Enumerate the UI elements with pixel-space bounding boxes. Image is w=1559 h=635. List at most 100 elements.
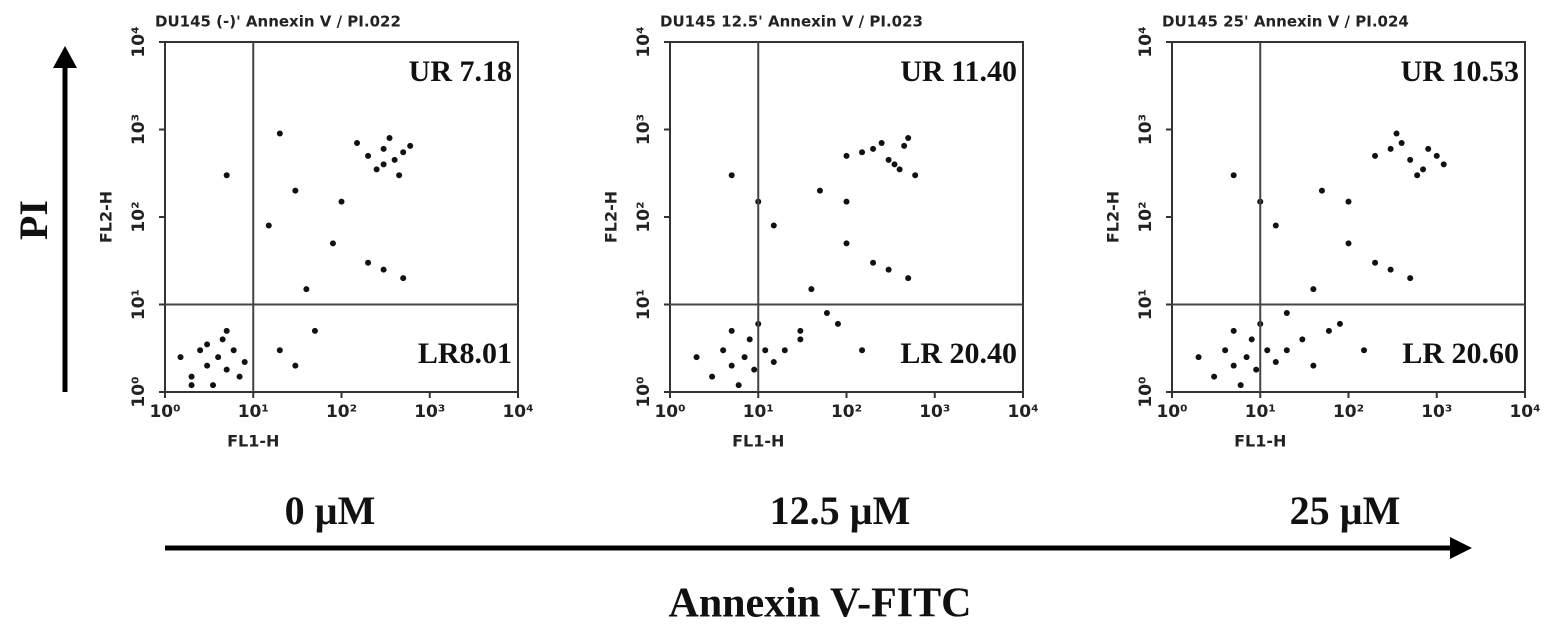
panel-title: DU145 25' Annexin V / PI.024 (1162, 13, 1409, 31)
event-dot (728, 172, 735, 179)
quadrant-label: UR 11.40 (900, 55, 1017, 88)
figure-y-label: PI (11, 200, 56, 240)
event-dot (292, 187, 299, 194)
event-dot (878, 140, 885, 147)
x-tick-label: 10⁰ (654, 402, 685, 422)
x-axis-label: FL1-H (1234, 432, 1286, 451)
event-dot (223, 366, 230, 373)
y-tick-label: 10² (129, 201, 149, 232)
x-axis-label: FL1-H (227, 432, 279, 451)
event-dot (823, 309, 830, 316)
x-tick-label: 10¹ (743, 402, 774, 422)
event-dot (204, 341, 211, 348)
y-tick-label: 10² (634, 201, 654, 232)
event-dot (735, 382, 742, 389)
quadrant-label: LR8.01 (418, 337, 512, 370)
event-dot (1272, 359, 1279, 366)
event-dot (210, 382, 217, 389)
event-dot (1387, 266, 1394, 273)
event-dot (311, 327, 318, 334)
event-dot (1425, 145, 1432, 152)
x-tick-label: 10⁴ (502, 402, 533, 422)
panel-title: DU145 (-)' Annexin V / PI.022 (155, 13, 401, 31)
event-dot (223, 172, 230, 179)
event-dot (885, 266, 892, 273)
x-tick-label: 10⁴ (1007, 402, 1038, 422)
y-tick-label: 10³ (129, 114, 149, 145)
x-tick-label: 10¹ (238, 402, 269, 422)
event-dot (1211, 373, 1218, 380)
event-dot (236, 373, 243, 380)
event-dot (797, 327, 804, 334)
x-tick-label: 10² (326, 402, 357, 422)
y-tick-label: 10² (1136, 201, 1156, 232)
event-dot (380, 161, 387, 168)
panel-title: DU145 12.5' Annexin V / PI.023 (660, 13, 923, 31)
event-dot (843, 240, 850, 247)
y-axis-label: FL2-H (97, 191, 116, 243)
event-dot (709, 373, 716, 380)
event-dot (188, 382, 195, 389)
event-dot (265, 222, 272, 229)
event-dot (1361, 347, 1368, 354)
event-dot (1387, 145, 1394, 152)
x-tick-label: 10⁰ (149, 402, 180, 422)
event-dot (1407, 275, 1414, 282)
event-dot (859, 149, 866, 156)
x-tick-label: 10³ (414, 402, 445, 422)
event-dot (365, 259, 372, 266)
event-dot (1283, 309, 1290, 316)
event-dot (219, 336, 226, 343)
event-dot (197, 347, 204, 354)
event-dot (276, 347, 283, 354)
x-tick-label: 10² (831, 402, 862, 422)
event-dot (1299, 336, 1306, 343)
event-dot (885, 156, 892, 163)
event-dot (303, 286, 310, 293)
x-arrow-head (1450, 537, 1472, 559)
event-dot (1414, 172, 1421, 179)
y-tick-label: 10³ (634, 114, 654, 145)
event-dot (1222, 347, 1229, 354)
event-dot (1372, 152, 1379, 159)
y-tick-label: 10¹ (129, 289, 149, 320)
event-dot (891, 161, 898, 168)
event-dot (781, 347, 788, 354)
event-dot (1237, 382, 1244, 389)
y-axis-label: FL2-H (602, 191, 621, 243)
event-dot (770, 359, 777, 366)
x-tick-label: 10² (1333, 402, 1364, 422)
event-dot (1440, 161, 1447, 168)
event-dot (1243, 354, 1250, 361)
x-tick-label: 10³ (919, 402, 950, 422)
event-dot (1345, 198, 1352, 205)
event-dot (1336, 320, 1343, 327)
event-dot (1398, 140, 1405, 147)
event-dot (407, 142, 414, 149)
event-dot (230, 347, 237, 354)
quadrant-label: UR 10.53 (1401, 55, 1519, 88)
y-tick-label: 10¹ (634, 289, 654, 320)
condition-label: 0 µM (285, 488, 376, 533)
event-dot (276, 130, 283, 137)
event-dot (1433, 152, 1440, 159)
event-dot (1272, 222, 1279, 229)
event-dot (1230, 172, 1237, 179)
y-tick-label: 10⁴ (634, 26, 654, 57)
event-dot (834, 320, 841, 327)
event-dot (1264, 347, 1271, 354)
quadrant-label: LR 20.60 (1402, 337, 1519, 370)
x-tick-label: 10³ (1421, 402, 1452, 422)
event-dot (215, 354, 222, 361)
event-dot (338, 198, 345, 205)
y-tick-label: 10⁴ (1136, 26, 1156, 57)
event-dot (223, 327, 230, 334)
event-dot (1283, 347, 1290, 354)
quadrant-label: UR 7.18 (409, 55, 512, 88)
event-dot (1248, 336, 1255, 343)
event-dot (808, 286, 815, 293)
event-dot (1407, 156, 1414, 163)
event-dot (292, 362, 299, 369)
event-dot (380, 266, 387, 273)
